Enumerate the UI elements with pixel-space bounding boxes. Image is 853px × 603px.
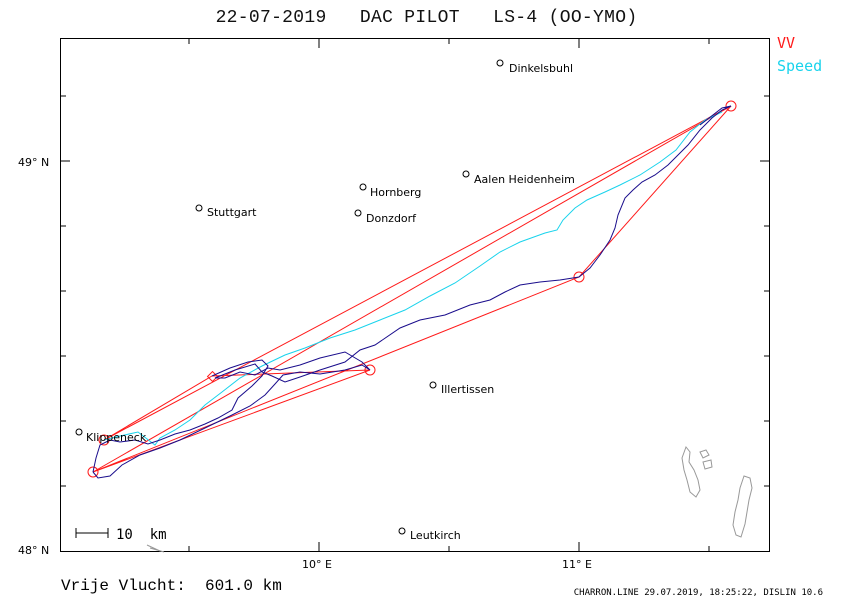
speed-track <box>103 111 723 446</box>
lake-outlines <box>146 445 753 553</box>
scale-bar-label: 10 km <box>116 527 167 543</box>
scale-bar <box>75 528 109 538</box>
flight-track-detail <box>92 359 269 473</box>
lon-tick-11: 11° E <box>562 558 592 571</box>
place-label-klippeneck: Klippeneck <box>86 431 147 444</box>
free-flight-distance: Vrije Vlucht: 601.0 km <box>61 577 282 595</box>
lat-tick-49: 49° N <box>18 156 49 169</box>
place-markers <box>75 59 504 535</box>
place-label-aalen-heidenheim: Aalen Heidenheim <box>474 173 575 186</box>
lat-tick-48: 48° N <box>18 544 49 557</box>
legend-speed: Speed <box>777 57 823 75</box>
place-label-stuttgart: Stuttgart <box>207 206 257 219</box>
place-label-illertissen: Illertissen <box>441 383 494 396</box>
page-title: 22-07-2019 DAC PILOT LS-4 (OO-YMO) <box>215 8 638 28</box>
task-polygon <box>87 100 737 478</box>
place-label-leutkirch: Leutkirch <box>410 529 461 542</box>
place-label-hornberg: Hornberg <box>370 186 421 199</box>
place-label-donzdorf: Donzdorf <box>366 212 417 225</box>
legend-vv: VV <box>777 34 796 52</box>
source-info: CHARRON.LINE 29.07.2019, 18:25:22, DISLI… <box>573 588 823 598</box>
lon-tick-10: 10° E <box>302 558 332 571</box>
map-frame <box>60 38 770 552</box>
flight-track <box>92 105 732 479</box>
axis-ticks <box>60 38 770 552</box>
place-label-dinkelsbuhl: Dinkelsbuhl <box>509 62 573 75</box>
